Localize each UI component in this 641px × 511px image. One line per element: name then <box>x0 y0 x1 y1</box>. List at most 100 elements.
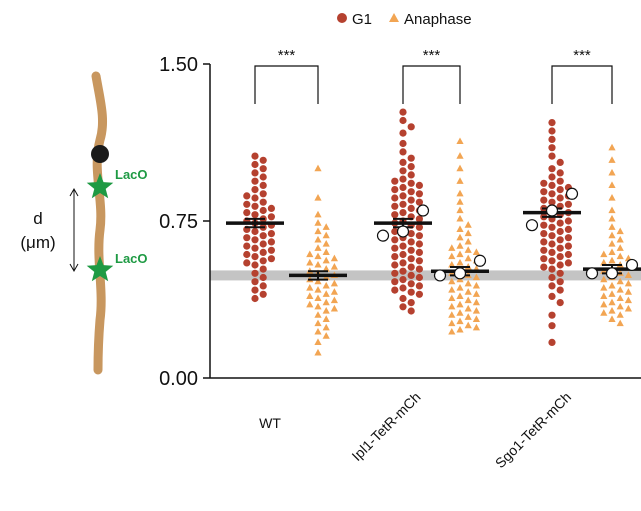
data-point-g1 <box>407 196 415 204</box>
data-point-g1 <box>399 129 407 137</box>
data-point-g1 <box>251 253 259 261</box>
data-point-anaphase <box>448 244 456 251</box>
data-point-anaphase <box>608 214 616 222</box>
data-point-anaphase <box>314 311 322 318</box>
data-point-g1 <box>407 307 415 315</box>
data-point-g1 <box>391 253 399 261</box>
replicate-mean <box>605 267 619 280</box>
data-point-g1 <box>399 242 407 250</box>
data-point-anaphase <box>608 206 616 214</box>
data-point-g1 <box>399 267 407 275</box>
data-point-g1 <box>548 165 556 173</box>
data-point-anaphase <box>608 290 616 297</box>
data-point-anaphase <box>608 256 616 264</box>
data-point-g1 <box>251 169 259 177</box>
data-point-g1 <box>548 265 556 273</box>
data-point-anaphase <box>322 298 330 306</box>
data-points <box>243 108 632 356</box>
data-point-anaphase <box>624 279 632 287</box>
data-point-anaphase <box>314 348 322 356</box>
data-point-g1 <box>556 278 564 286</box>
data-point-anaphase <box>616 227 624 235</box>
data-point-anaphase <box>608 223 616 230</box>
significance-bracket <box>254 65 319 104</box>
data-point-anaphase <box>456 309 464 316</box>
data-point-g1 <box>399 167 407 175</box>
data-point-g1 <box>556 299 564 307</box>
summary-bars <box>226 207 641 281</box>
data-point-g1 <box>548 173 556 181</box>
data-point-anaphase <box>608 315 616 322</box>
legend-g1-label: G1 <box>352 11 372 28</box>
data-point-g1 <box>556 244 564 252</box>
data-point-anaphase <box>314 219 322 226</box>
data-point-anaphase <box>616 277 624 285</box>
distance-arrow-head-top <box>69 187 79 197</box>
data-point-g1 <box>540 238 548 246</box>
data-point-g1 <box>407 288 415 296</box>
data-point-g1 <box>548 135 556 143</box>
y-tick-label: 0.75 <box>159 211 198 233</box>
data-point-g1 <box>540 230 548 238</box>
data-point-g1 <box>407 299 415 307</box>
data-point-g1 <box>259 198 267 206</box>
data-point-g1 <box>556 261 564 269</box>
data-point-g1 <box>399 148 407 156</box>
data-point-g1 <box>391 177 399 185</box>
data-point-g1 <box>415 198 423 206</box>
data-point-g1 <box>407 154 415 162</box>
data-point-anaphase <box>314 338 322 346</box>
data-point-anaphase <box>624 288 632 295</box>
data-point-g1 <box>556 236 564 244</box>
replicate-mean <box>473 254 487 267</box>
lacO-label-bottom: LacO <box>115 251 148 266</box>
data-point-g1 <box>399 294 407 303</box>
data-point-anaphase <box>322 323 330 331</box>
data-point-g1 <box>548 127 556 135</box>
data-point-anaphase <box>616 252 624 260</box>
data-point-g1 <box>267 230 275 238</box>
data-point-g1 <box>564 242 573 250</box>
data-point-anaphase <box>600 258 608 266</box>
data-point-g1 <box>399 183 407 192</box>
data-point-g1 <box>399 158 407 166</box>
y-tick-label: 1.50 <box>159 54 198 76</box>
data-point-g1 <box>243 192 251 200</box>
data-point-anaphase <box>464 229 472 237</box>
data-point-anaphase <box>314 235 322 243</box>
data-point-g1 <box>251 236 259 244</box>
replicate-mean <box>525 219 539 232</box>
data-point-anaphase <box>314 193 322 201</box>
data-point-g1 <box>243 200 251 208</box>
data-point-g1 <box>267 213 275 221</box>
x-labels: WT Ipl1-TetR-mCh Sgo1-TetR-mCh <box>259 389 574 471</box>
distance-symbol: d <box>33 209 42 228</box>
data-point-anaphase <box>464 246 472 253</box>
data-point-g1 <box>540 221 548 229</box>
data-point-g1 <box>540 196 548 204</box>
data-point-g1 <box>548 152 556 160</box>
data-point-g1 <box>251 261 259 269</box>
distance-unit: (μm) <box>20 233 55 252</box>
replicate-mean <box>585 267 599 280</box>
significance-label: *** <box>423 47 441 64</box>
data-point-anaphase <box>314 286 322 293</box>
data-point-g1 <box>548 292 556 300</box>
data-point-g1 <box>251 194 259 202</box>
data-point-anaphase <box>616 235 624 243</box>
data-point-anaphase <box>330 288 338 295</box>
significance-brackets: *** *** *** <box>254 47 613 104</box>
data-point-g1 <box>556 158 564 166</box>
data-point-g1 <box>548 119 556 127</box>
data-point-g1 <box>391 244 399 252</box>
data-point-g1 <box>391 261 399 269</box>
replicate-means <box>376 187 639 282</box>
data-point-g1 <box>243 250 251 259</box>
data-point-g1 <box>548 311 556 319</box>
data-point-anaphase <box>464 279 472 287</box>
data-point-g1 <box>407 255 415 263</box>
data-point-anaphase <box>608 143 616 151</box>
data-point-anaphase <box>616 311 624 318</box>
data-point-anaphase <box>616 294 624 302</box>
